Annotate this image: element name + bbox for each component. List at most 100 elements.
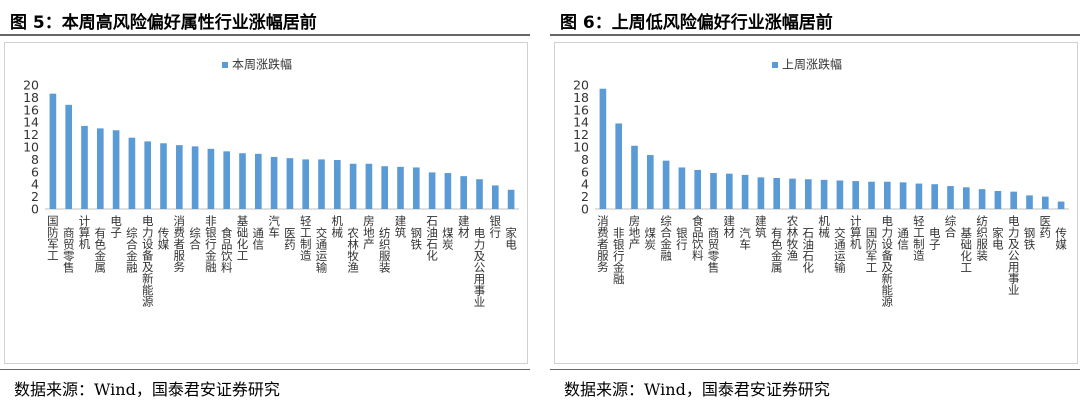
x-tick-label: 建筑 — [754, 214, 768, 238]
x-tick-label: 汽车 — [738, 226, 752, 251]
x-tick-label: 煤炭 — [643, 227, 657, 251]
bar — [460, 176, 468, 209]
figure-title: 图 6：上周低风险偏好行业涨幅居前 — [560, 13, 833, 33]
x-tick-label: 机械 — [330, 214, 344, 239]
y-tick-label: 10 — [23, 140, 39, 155]
bar — [646, 155, 654, 209]
x-tick-label: 传媒 — [1054, 226, 1068, 251]
x-tick-label: 通信 — [251, 227, 265, 251]
bar — [725, 173, 733, 209]
x-tick-label: 纺织服装 — [975, 214, 989, 262]
y-tick-label: 8 — [31, 152, 39, 167]
bar — [1010, 191, 1018, 209]
x-tick-label: 计算机 — [78, 215, 92, 250]
bar — [599, 88, 607, 209]
y-tick-label: 20 — [23, 78, 39, 93]
bar — [239, 153, 246, 209]
x-tick-label: 计算机 — [849, 215, 863, 250]
bar — [741, 174, 749, 209]
bar — [694, 169, 702, 209]
bar — [931, 184, 939, 209]
y-tick-label: 14 — [573, 115, 589, 130]
x-tick-label: 家电 — [991, 226, 1005, 250]
x-tick-label: 交通运输 — [833, 226, 847, 274]
y-tick-label: 10 — [573, 140, 589, 155]
x-tick-label: 交通运输 — [315, 226, 329, 274]
y-tick-label: 14 — [23, 115, 39, 130]
y-tick-label: 16 — [573, 102, 589, 117]
x-tick-label: 电力设备及新能源 — [880, 215, 894, 308]
x-tick-label: 电子 — [928, 227, 942, 250]
bar — [789, 178, 796, 209]
x-tick-label: 建筑 — [394, 214, 408, 238]
bar — [428, 172, 436, 209]
bar — [773, 178, 781, 209]
bar — [160, 143, 167, 209]
x-tick-label: 银行 — [675, 226, 689, 251]
bar — [412, 167, 420, 209]
bar — [757, 177, 765, 209]
y-tick-label: 6 — [581, 164, 589, 179]
bar — [868, 181, 875, 209]
y-tick-label: 18 — [573, 90, 589, 105]
legend-swatch — [222, 62, 228, 68]
x-tick-label: 房地产 — [362, 215, 376, 250]
x-tick-label: 基础化工 — [959, 227, 973, 273]
x-tick-label: 国防军工 — [865, 227, 879, 273]
bar — [286, 158, 294, 209]
bar — [852, 181, 860, 209]
y-tick-label: 2 — [31, 189, 39, 204]
x-tick-label: 医药 — [1038, 215, 1052, 239]
y-tick-label: 12 — [573, 127, 589, 142]
y-tick-label: 0 — [581, 202, 589, 217]
x-tick-label: 电力及公用事业 — [1007, 215, 1021, 296]
bar — [49, 93, 57, 209]
x-tick-label: 综合 — [944, 214, 958, 238]
bar — [397, 166, 404, 209]
legend-label: 上周涨跌幅 — [782, 57, 842, 72]
bar — [710, 173, 717, 209]
bar — [349, 163, 357, 209]
bar — [820, 179, 828, 209]
bar — [365, 163, 373, 209]
x-tick-label: 食品饮料 — [691, 214, 705, 262]
x-tick-label: 家电 — [504, 226, 518, 250]
chart-frame: 本周涨跌幅 0 2 4 6 8 10 12 14 16 18 20 国防军工 商贸零售 计算机 有色金属 电子综… — [4, 42, 528, 364]
y-tick-label: 4 — [581, 177, 589, 192]
y-tick-label: 18 — [23, 90, 39, 105]
bar — [96, 128, 104, 209]
x-tick-label: 电力及公用事业 — [473, 227, 487, 308]
bar — [978, 189, 986, 209]
x-tick-label: 轻工制造 — [299, 214, 313, 261]
x-tick-label: 煤炭 — [441, 227, 455, 251]
y-tick-label: 20 — [573, 78, 589, 93]
bar — [1026, 195, 1033, 209]
bar — [915, 183, 923, 209]
bar — [175, 145, 183, 209]
legend-swatch — [772, 62, 778, 68]
legend: 上周涨跌幅 — [772, 57, 842, 72]
x-tick-label: 综合金融 — [125, 226, 139, 274]
x-tick-label: 商贸零售 — [62, 226, 76, 274]
x-tick-label: 非银行金融 — [612, 227, 626, 285]
figure-6-panel: 图 6：上周低风险偏好行业涨幅居前 上周涨跌幅 0 2 4 6 8 10 12 14 16 18 20… — [550, 0, 1080, 403]
x-tick-label: 石油石化 — [425, 215, 439, 262]
y-tick-label: 12 — [23, 127, 39, 142]
bar — [883, 181, 891, 209]
bar — [381, 166, 389, 209]
x-tick-label: 农林牧渔 — [786, 214, 800, 262]
x-tick-label: 建材 — [722, 214, 736, 238]
legend: 本周涨跌幅 — [222, 57, 292, 72]
x-tick-label: 有色金属 — [93, 226, 107, 274]
bar — [1057, 201, 1065, 209]
x-tick-label: 商贸零售 — [707, 226, 721, 274]
y-tick-label: 0 — [31, 202, 39, 217]
x-tick-label: 银行 — [488, 214, 502, 239]
x-tick-label: 建材 — [457, 214, 471, 238]
x-tick-label: 食品饮料 — [220, 226, 234, 274]
y-tick-label: 4 — [31, 177, 39, 192]
x-tick-label: 基础化工 — [236, 215, 250, 261]
source-rule — [0, 369, 530, 370]
bar — [836, 180, 844, 209]
